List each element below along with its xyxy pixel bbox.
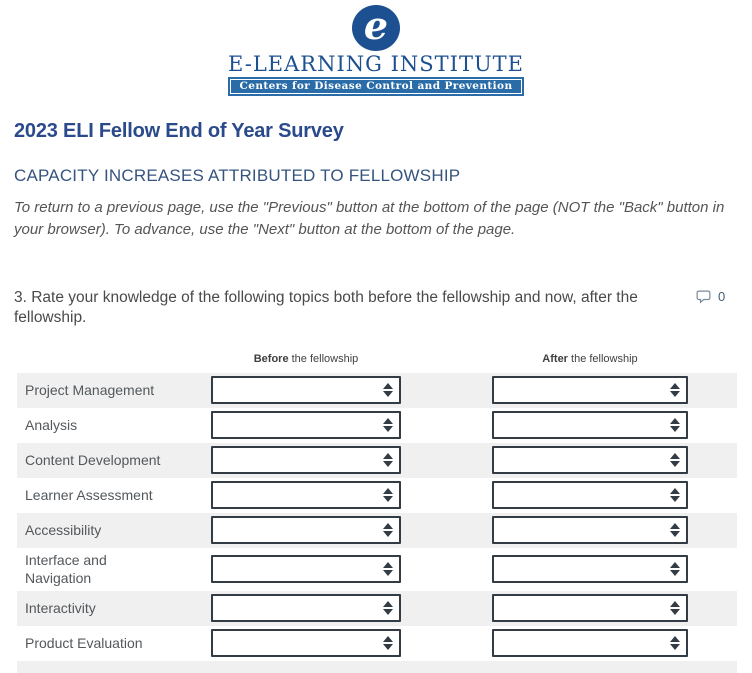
before-select[interactable] <box>211 594 401 623</box>
matrix-row: Interface and Navigation <box>17 548 737 591</box>
before-select[interactable] <box>211 629 401 658</box>
spinner-icon <box>383 636 393 651</box>
logo: e E-LEARNING INSTITUTE Centers for Disea… <box>0 0 752 96</box>
row-label: Learner Assessment <box>25 486 153 503</box>
spinner-icon <box>383 383 393 398</box>
before-select[interactable] <box>211 446 401 475</box>
matrix-header-row: Before the fellowship After the fellowsh… <box>17 349 737 367</box>
spinner-icon <box>670 523 680 538</box>
matrix-row: Interactivity <box>17 590 737 626</box>
after-select[interactable] <box>492 376 688 405</box>
spinner-icon <box>670 383 680 398</box>
before-select[interactable] <box>211 481 401 510</box>
row-label: Accessibility <box>25 521 102 538</box>
after-select[interactable] <box>492 555 688 584</box>
after-select[interactable] <box>492 594 688 623</box>
matrix-row: Learner Assessment <box>17 478 737 513</box>
column-header-after: After the fellowship <box>542 352 638 365</box>
row-label: Interactivity <box>25 599 96 616</box>
row-label: Product Evaluation <box>25 634 143 651</box>
after-select[interactable] <box>492 629 688 658</box>
row-label: Project Management <box>25 381 155 398</box>
after-select[interactable] <box>492 516 688 545</box>
spinner-icon <box>670 601 680 616</box>
comment-toggle[interactable]: 0 <box>696 289 725 306</box>
row-label: Interface and Navigation <box>25 551 107 586</box>
column-header-before: Before the fellowship <box>253 352 359 365</box>
matrix-row: Project Management <box>17 372 737 408</box>
spinner-icon <box>670 418 680 433</box>
spinner-icon <box>383 601 393 616</box>
spinner-icon <box>383 488 393 503</box>
spinner-icon <box>383 453 393 468</box>
matrix-table-body: Project Management Analysis <box>17 372 737 661</box>
matrix-row: Content Development <box>17 442 737 478</box>
comment-count: 0 <box>718 288 726 304</box>
spinner-icon <box>383 418 393 433</box>
spinner-icon <box>670 636 680 651</box>
after-select[interactable] <box>492 411 688 440</box>
before-select[interactable] <box>211 376 401 405</box>
comment-bubble-icon <box>696 290 711 304</box>
spinner-icon <box>383 523 393 538</box>
spinner-icon <box>383 562 393 577</box>
section-title: CAPACITY INCREASES ATTRIBUTED TO FELLOWS… <box>14 166 461 185</box>
instructions-text: To return to a previous page, use the "P… <box>14 199 725 238</box>
matrix-row: Product Evaluation <box>17 626 737 661</box>
eli-logo-icon: e <box>352 5 400 51</box>
question-text: 3. Rate your knowledge of the following … <box>14 288 638 326</box>
spinner-icon <box>670 488 680 503</box>
spinner-icon <box>670 453 680 468</box>
row-label: Analysis <box>25 416 78 433</box>
after-select[interactable] <box>492 481 688 510</box>
matrix-row-partial <box>17 660 737 673</box>
after-select[interactable] <box>492 446 688 475</box>
logo-e-glyph: e <box>363 3 389 48</box>
spinner-icon <box>670 562 680 577</box>
matrix-row: Accessibility <box>17 512 737 548</box>
row-label: Content Development <box>25 451 161 468</box>
matrix-row: Analysis <box>17 408 737 443</box>
logo-banner: Centers for Disease Control and Preventi… <box>228 77 524 96</box>
question-row: 3. Rate your knowledge of the following … <box>14 288 738 328</box>
before-select[interactable] <box>211 516 401 545</box>
logo-institute-text: E-LEARNING INSTITUTE <box>228 52 524 76</box>
before-select[interactable] <box>211 411 401 440</box>
matrix-table: Before the fellowship After the fellowsh… <box>17 349 737 673</box>
logo-banner-text: Centers for Disease Control and Preventi… <box>230 79 522 94</box>
survey-title: 2023 ELI Fellow End of Year Survey <box>14 120 344 142</box>
before-select[interactable] <box>211 555 401 584</box>
